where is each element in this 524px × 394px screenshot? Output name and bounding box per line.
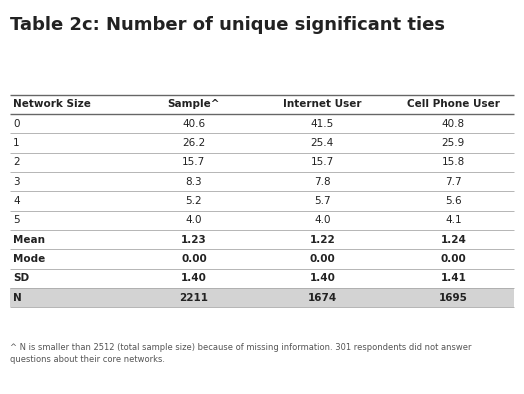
Text: 4.0: 4.0 <box>314 215 331 225</box>
Text: 2211: 2211 <box>179 293 209 303</box>
Text: 1674: 1674 <box>308 293 337 303</box>
Text: 0.00: 0.00 <box>181 254 207 264</box>
Text: 5.7: 5.7 <box>314 196 331 206</box>
Text: 15.8: 15.8 <box>442 157 465 167</box>
Text: 5: 5 <box>13 215 20 225</box>
Text: 26.2: 26.2 <box>182 138 205 148</box>
Text: 0.00: 0.00 <box>309 254 335 264</box>
Text: 1.40: 1.40 <box>181 273 207 283</box>
Text: 1.23: 1.23 <box>181 234 207 245</box>
Text: 15.7: 15.7 <box>182 157 205 167</box>
Text: ^ N is smaller than 2512 (total sample size) because of missing information. 301: ^ N is smaller than 2512 (total sample s… <box>10 343 472 364</box>
Text: 41.5: 41.5 <box>311 119 334 128</box>
Text: Cell Phone User: Cell Phone User <box>407 99 500 109</box>
Text: Table 2c: Number of unique significant ties: Table 2c: Number of unique significant t… <box>10 16 445 34</box>
Text: 1.40: 1.40 <box>309 273 335 283</box>
Text: 5.6: 5.6 <box>445 196 462 206</box>
Text: 1695: 1695 <box>439 293 468 303</box>
Text: 3: 3 <box>13 177 20 187</box>
Bar <box>10 288 514 307</box>
Text: 7.7: 7.7 <box>445 177 462 187</box>
Text: 5.2: 5.2 <box>185 196 202 206</box>
Text: 4.1: 4.1 <box>445 215 462 225</box>
Text: Mean: Mean <box>13 234 45 245</box>
Text: 7.8: 7.8 <box>314 177 331 187</box>
Text: 1.41: 1.41 <box>440 273 466 283</box>
Text: Sample^: Sample^ <box>168 99 220 109</box>
Text: Internet User: Internet User <box>283 99 362 109</box>
Text: N: N <box>13 293 22 303</box>
Text: 8.3: 8.3 <box>185 177 202 187</box>
Text: 1.24: 1.24 <box>440 234 466 245</box>
Text: 1: 1 <box>13 138 20 148</box>
Text: 0: 0 <box>13 119 19 128</box>
Text: 15.7: 15.7 <box>311 157 334 167</box>
Text: Mode: Mode <box>13 254 46 264</box>
Text: 25.4: 25.4 <box>311 138 334 148</box>
Text: 0.00: 0.00 <box>440 254 466 264</box>
Text: 1.22: 1.22 <box>309 234 335 245</box>
Text: Network Size: Network Size <box>13 99 91 109</box>
Text: SD: SD <box>13 273 29 283</box>
Text: 4: 4 <box>13 196 20 206</box>
Text: 40.6: 40.6 <box>182 119 205 128</box>
Text: 40.8: 40.8 <box>442 119 465 128</box>
Text: 4.0: 4.0 <box>185 215 202 225</box>
Text: 25.9: 25.9 <box>442 138 465 148</box>
Text: 2: 2 <box>13 157 20 167</box>
